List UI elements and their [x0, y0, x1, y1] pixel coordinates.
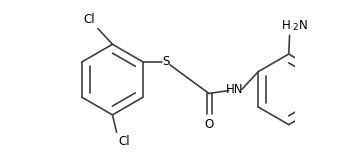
Text: HN: HN	[226, 83, 244, 96]
Text: O: O	[205, 118, 214, 131]
Text: N: N	[299, 19, 307, 32]
Text: 2: 2	[293, 23, 298, 32]
Text: H: H	[282, 19, 290, 32]
Text: Cl: Cl	[119, 135, 130, 148]
Text: Cl: Cl	[83, 13, 95, 26]
Text: S: S	[162, 55, 170, 68]
